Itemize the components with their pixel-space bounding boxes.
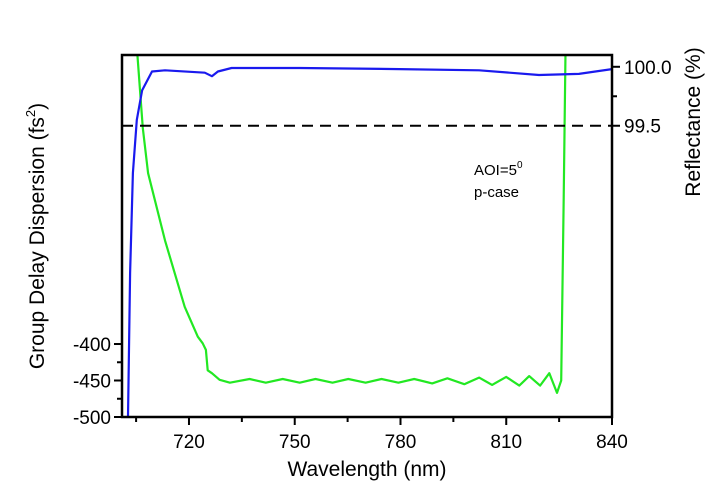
y-tick-label: -500 [73, 408, 111, 429]
x-tick-label: 720 [173, 432, 205, 453]
series-line-gdd [136, 55, 567, 394]
ticks-layer: 720 750 780 810 840 -500 -450 -400 99.5 100.0 [73, 58, 672, 453]
plot-frame [120, 53, 614, 419]
annotation-aoi-text: AOI=5 [474, 162, 517, 179]
y-tick-label: -450 [73, 372, 111, 393]
y-tick-label: -400 [73, 335, 111, 356]
y-axis-title-end: ) [26, 103, 49, 110]
x-tick-label: 750 [279, 432, 311, 453]
y2-tick-label: 100.0 [624, 58, 672, 79]
series-line-reflectance [126, 66, 612, 417]
annotation-pcase: p-case [474, 184, 519, 201]
y2-tick-label: 99.5 [624, 117, 661, 138]
annotation-aoi: AOI=50 [474, 160, 523, 179]
x-tick-label: 780 [385, 432, 417, 453]
y2-axis-title: Reflectance (%) [682, 47, 705, 196]
y-axis-title-main: Group Delay Dispersion (fs [26, 117, 49, 369]
y-axis-title: Group Delay Dispersion (fs2) [23, 103, 49, 369]
x-axis-title: Wavelength (nm) [287, 458, 446, 481]
x-tick-label: 840 [596, 432, 628, 453]
annotation-aoi-sup: 0 [517, 160, 523, 171]
series-layer [122, 55, 612, 417]
y-axis-title-sup: 2 [23, 110, 38, 117]
x-tick-label: 810 [490, 432, 522, 453]
